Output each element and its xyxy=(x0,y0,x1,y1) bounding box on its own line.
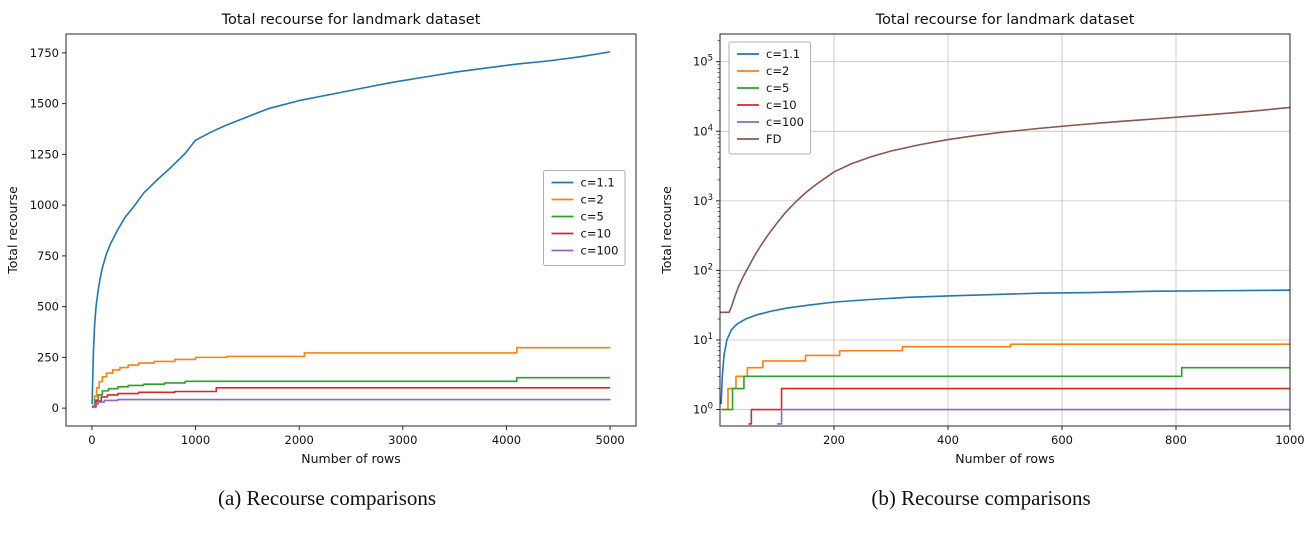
x-tick-label: 600 xyxy=(1051,433,1073,447)
x-tick-label: 5000 xyxy=(595,433,624,447)
legend-label-c=2: c=2 xyxy=(766,64,789,78)
series-line-c=5 xyxy=(721,366,1290,411)
legend-label-FD: FD xyxy=(766,132,782,146)
series-line-c=5 xyxy=(91,376,611,408)
y-tick-label: 102 xyxy=(693,262,713,277)
legend-label-c=5: c=5 xyxy=(766,81,789,95)
x-tick-label: 3000 xyxy=(388,433,417,447)
series-line-c=2 xyxy=(91,346,611,407)
legend-label-c=100: c=100 xyxy=(766,115,804,129)
x-tick-label: 800 xyxy=(1165,433,1187,447)
x-tick-label: 0 xyxy=(88,433,95,447)
y-tick-label: 250 xyxy=(37,350,59,364)
series-line-c=100 xyxy=(777,408,1290,425)
legend-label-c=1.1: c=1.1 xyxy=(766,47,800,61)
x-tick-label: 2000 xyxy=(285,433,314,447)
x-axis-label: Number of rows xyxy=(955,451,1054,466)
y-axis-label: Total recourse xyxy=(5,186,20,275)
x-axis-label: Number of rows xyxy=(301,451,400,466)
legend-label-c=1.1: c=1.1 xyxy=(581,176,615,190)
chart-title: Total recourse for landmark dataset xyxy=(221,12,481,28)
y-tick-label: 100 xyxy=(693,402,713,417)
legend-label-c=10: c=10 xyxy=(766,98,797,112)
plot-frame xyxy=(65,33,637,427)
y-tick-label: 1000 xyxy=(30,198,59,212)
legend-label-c=100: c=100 xyxy=(581,244,619,258)
caption-b: (b) Recourse comparisons xyxy=(871,486,1091,510)
x-tick-label: 4000 xyxy=(492,433,521,447)
y-tick-label: 750 xyxy=(37,249,59,263)
figure-b: 200 400 600 800 1000 100 101 102 103 104 105 Total … xyxy=(654,0,1308,540)
legend-box xyxy=(728,41,811,155)
chart-b: 200 400 600 800 1000 100 101 102 103 104 105 Total … xyxy=(656,4,1306,474)
y-tick-label: 500 xyxy=(37,300,59,314)
caption-a: (a) Recourse comparisons xyxy=(217,486,437,510)
chart-a: 0 1000 2000 3000 4000 5000 0 250 500 750 1000 1250 1… xyxy=(2,4,652,474)
y-tick-label: 101 xyxy=(693,332,713,347)
x-tick-label: 1000 xyxy=(1275,433,1304,447)
x-tick-label: 400 xyxy=(937,433,959,447)
y-tick-label: 1500 xyxy=(30,97,59,111)
y-tick-label: 103 xyxy=(693,193,713,208)
chart-title: Total recourse for landmark dataset xyxy=(875,12,1135,28)
figure-a: 0 1000 2000 3000 4000 5000 0 250 500 750 1000 1250 1… xyxy=(2,4,652,510)
series-line-c=10 xyxy=(748,387,1290,425)
y-tick-label: 104 xyxy=(693,123,713,138)
series-line-c=10 xyxy=(91,387,611,408)
y-tick-label: 1750 xyxy=(30,46,59,60)
chart-svg: 200 400 600 800 1000 100 101 102 103 104 105 Total … xyxy=(659,12,1305,466)
plot-frame xyxy=(719,33,1291,427)
series-line-c=100 xyxy=(91,398,611,409)
y-tick-label: 1250 xyxy=(30,147,59,161)
series-line-FD xyxy=(720,106,1291,314)
y-tick-label: 105 xyxy=(693,54,713,69)
chart-svg: 0 1000 2000 3000 4000 5000 0 250 500 750 1000 1250 1… xyxy=(5,12,637,466)
legend-label-c=2: c=2 xyxy=(581,193,604,207)
legend-box xyxy=(543,170,626,266)
legend-label-c=10: c=10 xyxy=(581,227,612,241)
x-tick-label: 200 xyxy=(823,433,845,447)
series-line-c=1.1 xyxy=(91,51,611,405)
y-tick-label: 0 xyxy=(52,401,59,415)
x-tick-label: 1000 xyxy=(181,433,210,447)
y-axis-label: Total recourse xyxy=(659,186,674,275)
legend-label-c=5: c=5 xyxy=(581,210,604,224)
series-line-c=1.1 xyxy=(720,289,1291,405)
